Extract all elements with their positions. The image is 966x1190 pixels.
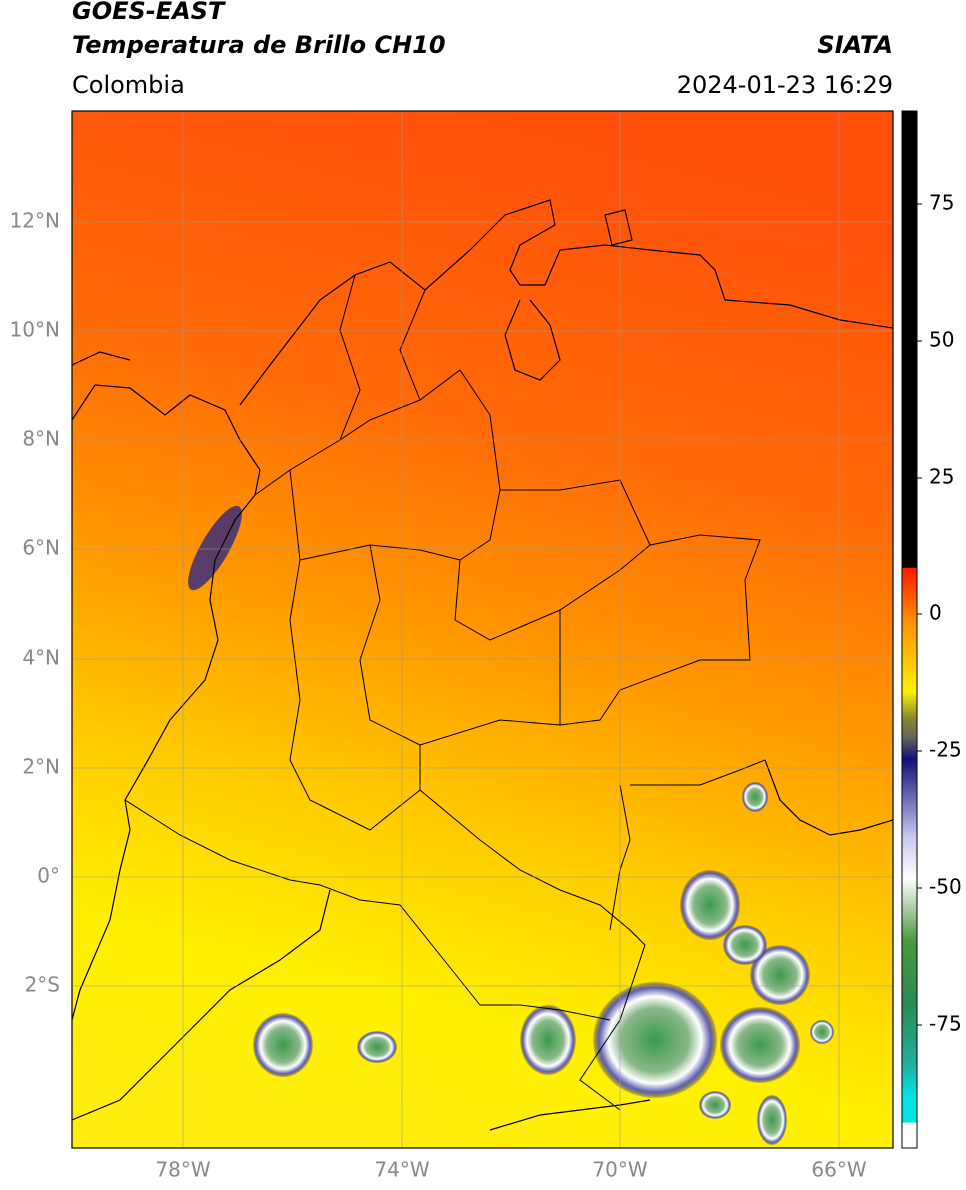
colorbar-tick: 50 (929, 328, 954, 352)
lon-label: 78°W (155, 1158, 210, 1182)
graticule (72, 111, 893, 1148)
colorbar-scale (901, 110, 918, 1149)
colorbar-tick: -75 (929, 1012, 962, 1036)
lat-label: 6°N (22, 536, 60, 560)
lat-label: 2°N (22, 755, 60, 779)
lat-label: 10°N (10, 318, 60, 342)
lat-label: 12°N (10, 209, 60, 233)
lon-label: 70°W (592, 1158, 647, 1182)
map (72, 111, 893, 1148)
lat-label: 0° (37, 864, 60, 888)
datetime: 2024-01-23 16:29 (677, 71, 893, 99)
cold-clouds (188, 505, 834, 1145)
map-frame (71, 110, 894, 1149)
colorbar-tick: 25 (929, 465, 954, 489)
title: GOES-EAST (72, 0, 226, 25)
colorbar-tick: 0 (929, 601, 942, 625)
lat-label: 8°N (22, 427, 60, 451)
colorbar: 75 50 25 0 -25 -50 -75 (901, 110, 962, 1149)
latitude-labels: 12°N 10°N 8°N 6°N 4°N 2°N 0° 2°S (10, 209, 60, 997)
lon-label: 74°W (374, 1158, 429, 1182)
colorbar-tick: 75 (929, 191, 954, 215)
subtitle: Temperatura de Brillo CH10 (72, 31, 446, 59)
colorbar-tick: -50 (929, 875, 962, 899)
lon-label: 66°W (811, 1158, 866, 1182)
region: Colombia (72, 71, 185, 99)
longitude-labels: 78°W 74°W 70°W 66°W (155, 1158, 866, 1182)
lat-label: 2°S (25, 973, 60, 997)
coastlines (72, 199, 893, 1131)
source: SIATA (817, 31, 893, 59)
political-borders (124, 274, 766, 1111)
colorbar-tick: -25 (929, 738, 962, 762)
lat-label: 4°N (22, 646, 60, 670)
